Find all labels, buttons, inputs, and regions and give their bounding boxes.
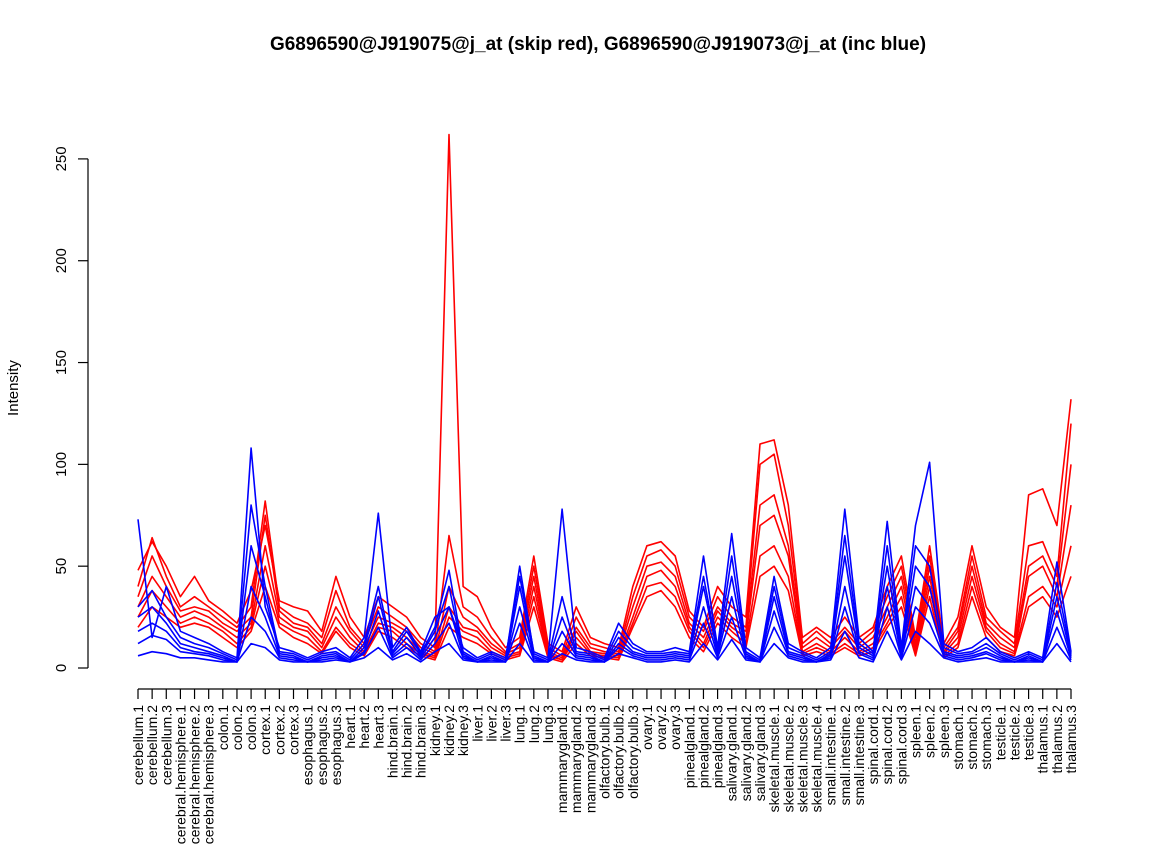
x-tick-label: kidney.3: [455, 705, 471, 756]
x-tick-label: heart.2: [356, 705, 372, 749]
inc-series-line-12: [137, 630, 1072, 663]
x-tick-label: spleen.2: [922, 705, 938, 758]
x-tick-label: hind.brain.1: [384, 705, 400, 778]
x-tick-label: olfactory.bulb.1: [597, 705, 613, 799]
x-tick-label: liver.2: [483, 705, 499, 742]
x-tick-label: liver.3: [498, 705, 514, 742]
y-tick-label: 250: [53, 146, 70, 171]
x-tick-label: kidney.2: [441, 705, 457, 756]
x-tick-label: colon.1: [215, 705, 231, 750]
x-tick-label: stomach.1: [950, 705, 966, 770]
skip-series-line-1: [137, 133, 1072, 653]
y-axis: 0 50 100 150 200 250: [53, 146, 89, 672]
x-tick-label: cerebral.hemisphere.1: [172, 705, 188, 845]
x-tick-label: heart.3: [370, 705, 386, 749]
x-tick-label: skeletal.muscle.4: [809, 705, 825, 813]
x-tick-label: skeletal.muscle.2: [780, 705, 796, 813]
x-tick-label: hind.brain.3: [413, 705, 429, 778]
series-group: [137, 133, 1072, 663]
x-tick-label: salivary.gland.1: [724, 705, 740, 801]
x-tick-label: olfactory.bulb.2: [611, 705, 627, 799]
x-tick-label: small.intestine.3: [851, 705, 867, 806]
inc-series-line-8: [137, 504, 1072, 661]
x-tick-label: salivary.gland.3: [752, 705, 768, 801]
x-tick-label: stomach.2: [964, 705, 980, 770]
x-tick-label: mammarygland.2: [568, 705, 584, 813]
x-tick-label: ovary.1: [639, 705, 655, 750]
x-tick-label: cerebral.hemisphere.2: [187, 705, 203, 845]
y-tick-label: 50: [53, 558, 70, 575]
x-tick-label: colon.3: [243, 705, 259, 750]
x-tick-label: small.intestine.2: [837, 705, 853, 806]
x-tick-label: hind.brain.2: [399, 705, 415, 778]
x-tick-label: cerebellum.3: [158, 705, 174, 785]
x-tick-label: ovary.3: [667, 705, 683, 750]
x-tick-label: skeletal.muscle.3: [794, 705, 810, 813]
x-tick-label: cortex.3: [286, 705, 302, 755]
x-tick-label: esophagus.1: [300, 705, 316, 785]
y-tick-label: 100: [53, 452, 70, 477]
x-tick-label: spleen.3: [936, 705, 952, 758]
y-axis-label: Intensity: [5, 360, 22, 416]
x-tick-label: cerebellum.2: [144, 705, 160, 785]
x-tick-label: testicle.1: [992, 705, 1008, 760]
x-tick-label: pinealgland.1: [681, 705, 697, 789]
x-tick-label: spinal.cord.3: [893, 705, 909, 785]
x-tick-label: cerebral.hemisphere.3: [201, 705, 217, 845]
x-tick-label: cortex.2: [271, 705, 287, 755]
x-tick-label: spinal.cord.2: [879, 705, 895, 785]
chart-title: G6896590@J919075@j_at (skip red), G68965…: [270, 34, 926, 55]
x-tick-label: kidney.1: [427, 705, 443, 756]
skip-series-line-4: [137, 504, 1072, 661]
x-tick-label: esophagus.2: [314, 705, 330, 785]
x-tick-label: liver.1: [469, 705, 485, 742]
x-tick-label: pinealgland.3: [710, 705, 726, 789]
x-tick-label: mammarygland.1: [554, 705, 570, 813]
x-tick-label: esophagus.3: [328, 705, 344, 785]
x-tick-label: colon.2: [229, 705, 245, 750]
x-axis: cerebellum.1cerebellum.2cerebellum.3cere…: [130, 688, 1079, 845]
x-tick-label: lung.2: [526, 705, 542, 743]
x-tick-label: testicle.3: [1021, 705, 1037, 760]
x-tick-label: spleen.1: [908, 705, 924, 758]
x-tick-label: salivary.gland.2: [738, 705, 754, 801]
x-tick-label: thalamus.2: [1049, 705, 1065, 774]
x-tick-label: pinealgland.2: [695, 705, 711, 789]
inc-series-line-7: [137, 447, 1072, 659]
x-tick-label: ovary.2: [653, 705, 669, 750]
y-tick-label: 150: [53, 350, 70, 375]
x-tick-label: thalamus.1: [1035, 705, 1051, 774]
x-tick-label: heart.1: [342, 705, 358, 749]
x-tick-label: cortex.1: [257, 705, 273, 755]
x-tick-label: small.intestine.1: [823, 705, 839, 806]
x-tick-label: testicle.2: [1006, 705, 1022, 760]
x-tick-label: cerebellum.1: [130, 705, 146, 785]
x-tick-label: thalamus.3: [1063, 705, 1079, 774]
x-tick-label: lung.1: [512, 705, 528, 743]
y-tick-label: 200: [53, 248, 70, 273]
x-tick-label: lung.3: [540, 705, 556, 743]
x-tick-label: mammarygland.3: [582, 705, 598, 813]
x-tick-label: skeletal.muscle.1: [766, 705, 782, 813]
x-tick-label: stomach.3: [978, 705, 994, 770]
x-tick-label: spinal.cord.1: [865, 705, 881, 785]
x-tick-label: olfactory.bulb.3: [625, 705, 641, 799]
y-tick-label: 0: [53, 664, 70, 672]
